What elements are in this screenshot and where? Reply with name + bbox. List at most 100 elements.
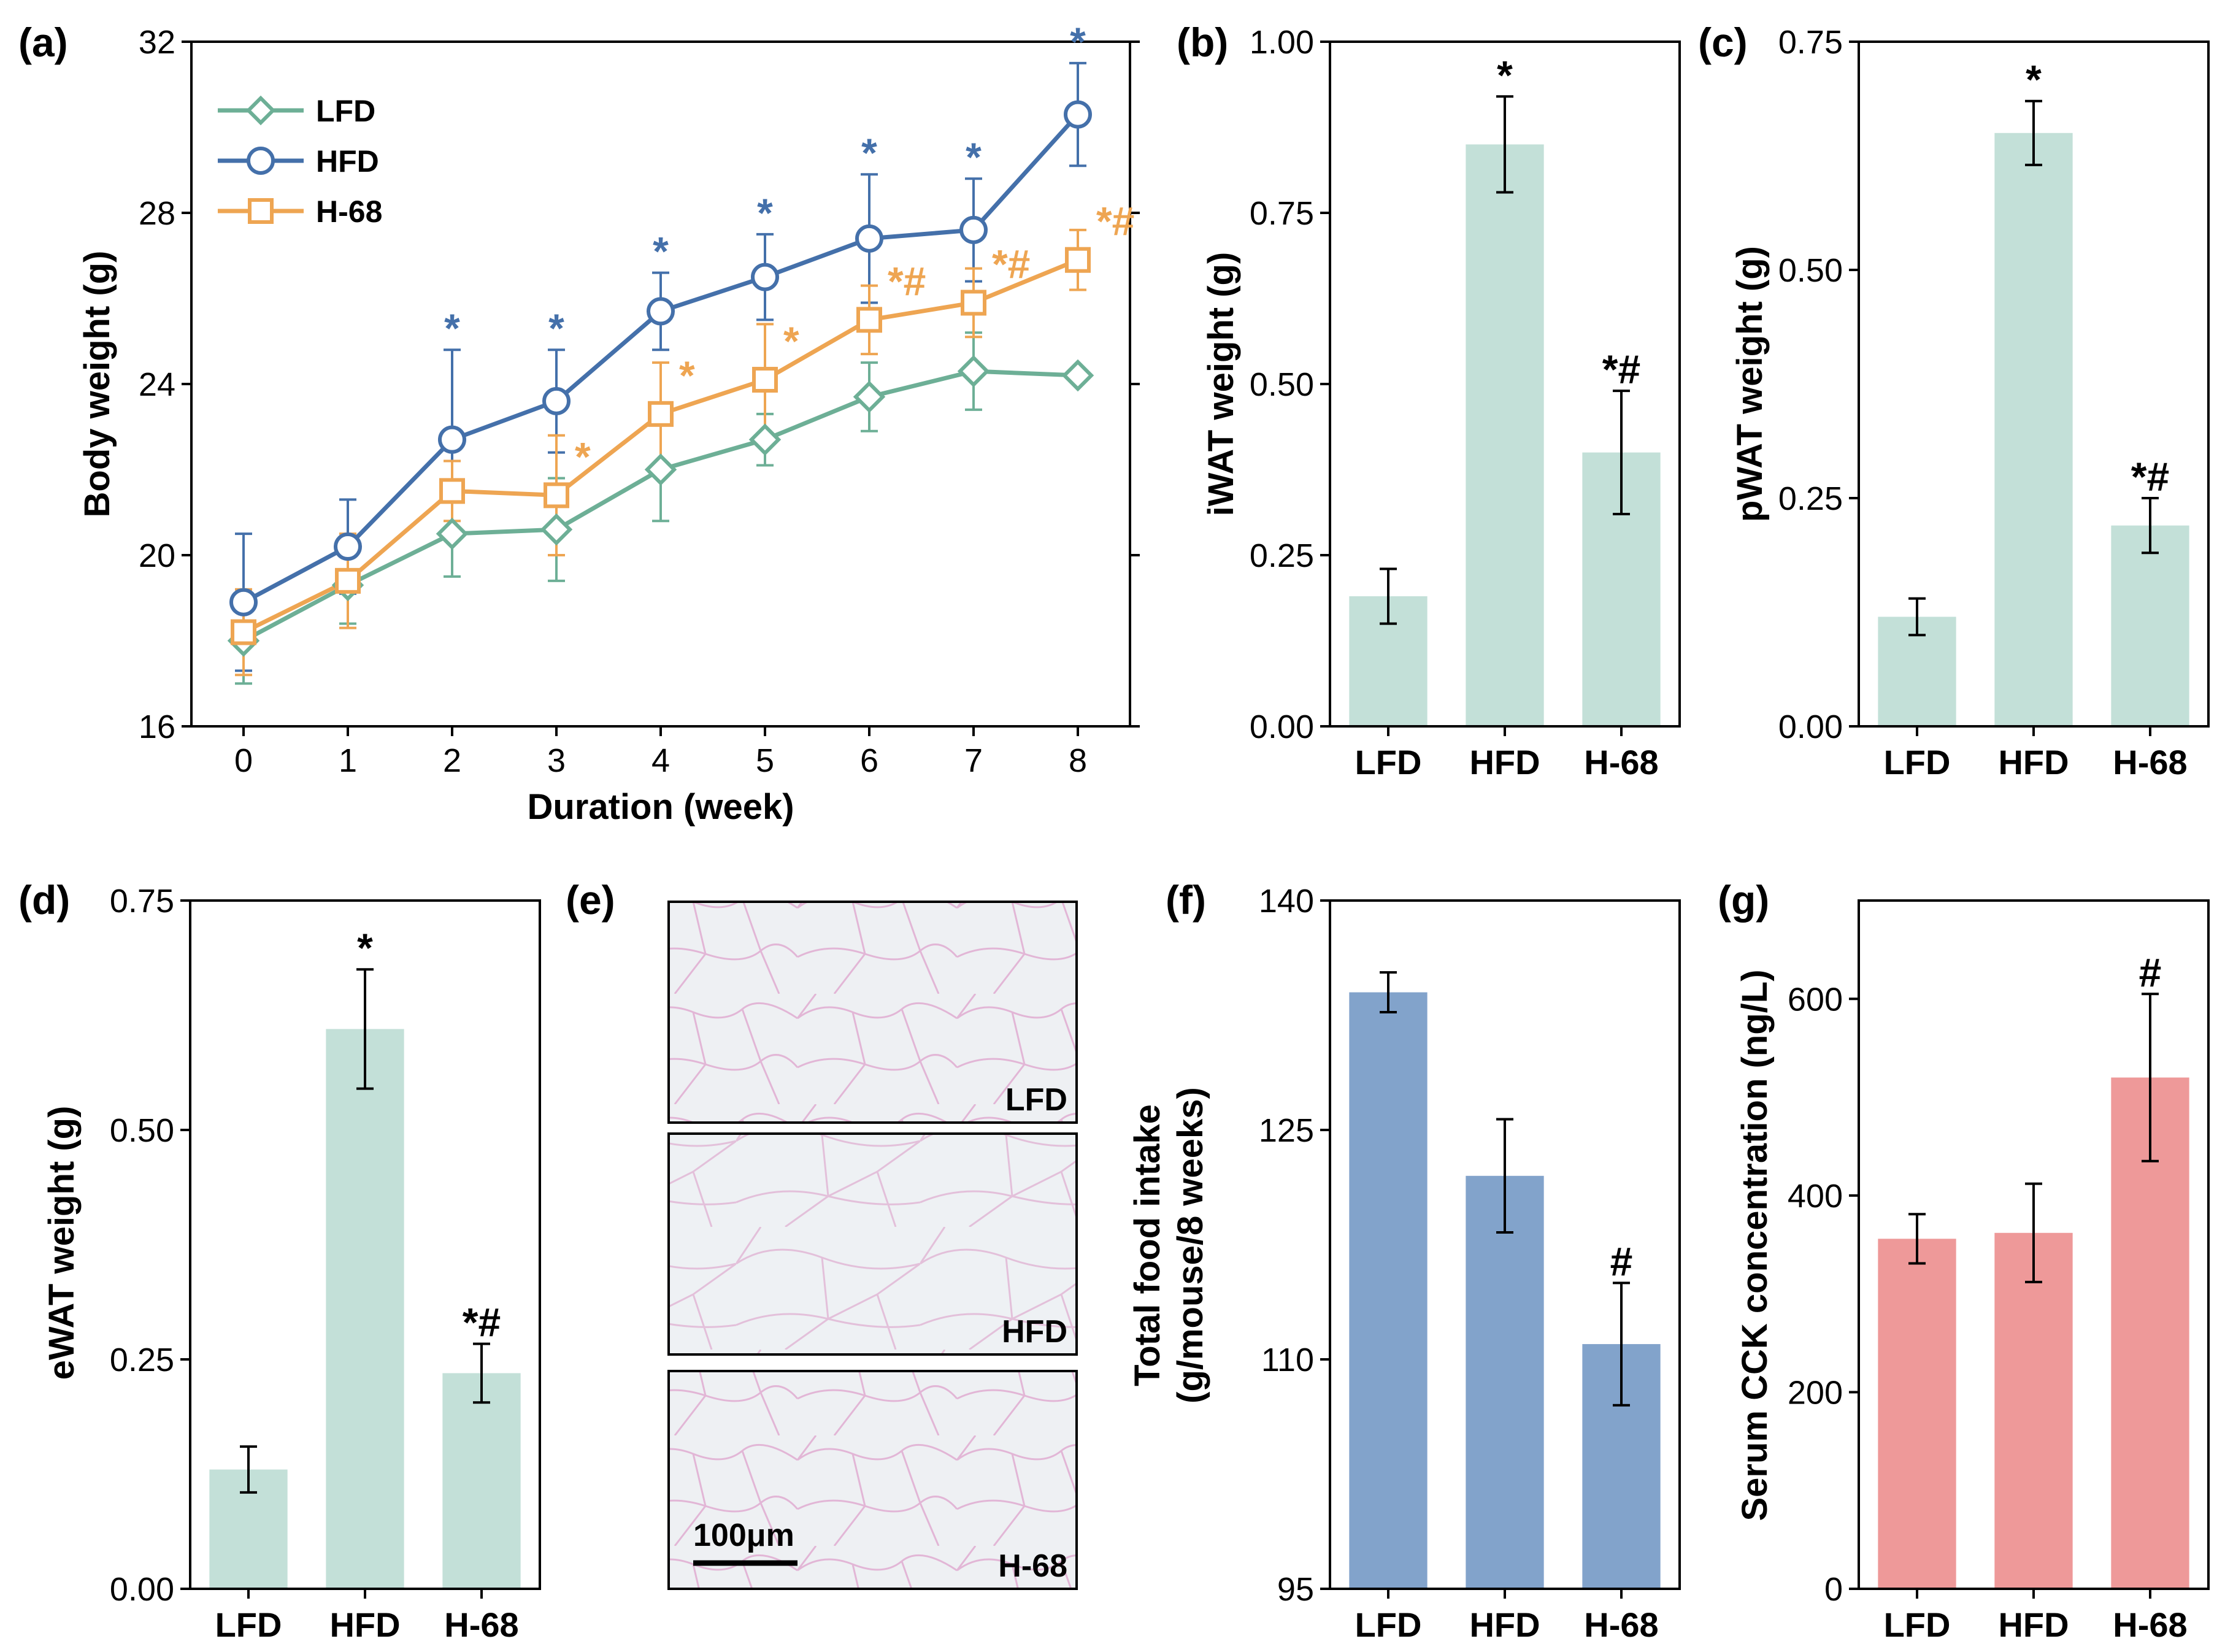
histology-label-hfd: HFD	[1002, 1314, 1067, 1350]
legend-marker-h68	[248, 198, 274, 224]
data-point-hfd	[959, 215, 988, 244]
histology-image-lfd: LFD	[667, 901, 1078, 1124]
panel-f-label: (f)	[1166, 877, 1206, 923]
panel-g-frame	[1858, 899, 2210, 1590]
x-tick-label: 7	[964, 742, 983, 779]
significance-marker-h68: #	[2139, 950, 2162, 995]
x-tick-label: 3	[547, 742, 566, 779]
significance-marker-h68: *	[679, 353, 695, 398]
panel-b-label: (b)	[1177, 20, 1228, 65]
y-tick-label: 0.50	[110, 1112, 174, 1149]
significance-marker-h68: *#	[463, 1300, 501, 1345]
significance-marker-h68: *#	[1096, 199, 1134, 244]
panel-a: (a) 16 20 24 28 32 0 1 2 3 4 5 6 7 8 Duration (week)…	[18, 19, 1140, 827]
x-tick-label: 5	[756, 742, 774, 779]
y-tick-label: 0.25	[1250, 537, 1314, 574]
data-point-h68	[231, 619, 256, 645]
panel-b: (b) iWAT weight (g) 0.00 0.25 0.50 0.75 1.00…	[1177, 20, 1681, 782]
data-point-h68	[961, 290, 986, 316]
panel-c: (c) pWAT weight (g) 0.00 0.25 0.50 0.75 LFD H…	[1698, 20, 2210, 782]
x-tick-label: 2	[443, 742, 461, 779]
panel-f-frame	[1329, 899, 1681, 1590]
y-tick-label: 0.50	[1778, 252, 1843, 289]
legend-marker-lfd	[245, 95, 276, 126]
significance-marker-hfd: *	[2026, 57, 2042, 102]
legend-label-h68: H-68	[316, 194, 382, 229]
data-point-h68	[544, 482, 569, 509]
y-tick-label: 0.00	[1250, 709, 1314, 745]
significance-marker-hfd: *	[1497, 52, 1513, 98]
bar-lfd	[1878, 1239, 1956, 1589]
panel-g-ylabel: Serum CCK concentration (ng/L)	[1735, 969, 1775, 1521]
y-tick-label: 200	[1788, 1374, 1843, 1411]
x-tick-label-lfd: LFD	[215, 1605, 282, 1644]
data-point-hfd	[855, 224, 883, 253]
significance-marker-hfd: *	[357, 925, 373, 970]
data-point-hfd	[438, 425, 466, 454]
panel-f-ylabel: Total food intake	[1128, 1104, 1167, 1386]
legend-label-lfd: LFD	[316, 94, 375, 128]
panel-e-label: (e)	[566, 877, 615, 923]
data-point-h68	[335, 567, 361, 594]
panel-a-label: (a)	[18, 20, 68, 65]
data-point-h68	[439, 478, 465, 504]
x-tick-label-hfd: HFD	[1469, 1605, 1540, 1644]
significance-marker-hfd: *	[548, 305, 564, 351]
panel-c-ylabel: pWAT weight (g)	[1730, 246, 1770, 522]
y-tick-label: 600	[1788, 981, 1843, 1018]
panel-a-legend: LFD HFD H-68	[218, 94, 382, 229]
scale-bar-label: 100μm	[693, 1518, 794, 1553]
data-point-h68	[1065, 247, 1091, 273]
x-tick-label-h68: H-68	[2113, 1605, 2187, 1644]
y-tick-label: 125	[1259, 1112, 1314, 1149]
x-tick-label-h68: H-68	[1584, 1605, 1658, 1644]
x-tick-label: 4	[651, 742, 670, 779]
panel-b-frame	[1329, 40, 1681, 728]
panel-d: (d) eWAT weight (g) 0.00 0.25 0.50 0.75 LFD H…	[18, 877, 541, 1644]
panel-d-ylabel: eWAT weight (g)	[42, 1106, 82, 1380]
significance-marker-h68: *	[783, 318, 799, 364]
panel-f-ylabel2: (g/mouse/8 weeks)	[1170, 1087, 1210, 1404]
data-point-lfd	[1061, 359, 1094, 392]
x-tick-label-h68: H-68	[444, 1605, 518, 1644]
y-tick-label: 95	[1277, 1571, 1314, 1608]
bar-hfd	[1994, 133, 2073, 727]
x-tick-label-lfd: LFD	[1355, 1605, 1422, 1644]
data-point-hfd	[334, 532, 362, 561]
y-tick-label: 28	[139, 195, 175, 232]
data-point-h68	[648, 401, 674, 427]
series-line-hfd	[242, 113, 1080, 604]
panel-c-frame	[1858, 40, 2210, 728]
data-point-lfd	[853, 380, 886, 413]
panel-g: (g) Serum CCK concentration (ng/L) 0 200 4…	[1718, 877, 2210, 1644]
significance-marker-hfd: *	[444, 305, 460, 351]
bar-hfd	[1466, 144, 1544, 726]
data-point-lfd	[957, 355, 990, 388]
y-tick-label: 110	[1261, 1342, 1314, 1378]
bar-hfd	[1466, 1175, 1544, 1589]
significance-marker-hfd: *	[966, 134, 982, 180]
panel-f: (f) Total food intake (g/mouse/8 weeks) …	[1128, 877, 1681, 1644]
x-tick-label-h68: H-68	[1584, 743, 1658, 782]
panel-b-ylabel: iWAT weight (g)	[1201, 252, 1241, 517]
x-tick-label-lfd: LFD	[1884, 743, 1951, 782]
panel-d-label: (d)	[18, 877, 70, 923]
panel-g-label: (g)	[1718, 877, 1769, 923]
histology-image-hfd: HFD	[667, 1132, 1078, 1356]
significance-marker-h68: *	[575, 434, 591, 479]
data-point-h68	[752, 367, 778, 393]
data-point-hfd	[751, 263, 779, 291]
x-tick-label: 6	[860, 742, 878, 779]
data-point-lfd	[644, 453, 677, 486]
panel-d-frame	[189, 899, 541, 1590]
y-tick-label: 0.75	[110, 883, 174, 920]
significance-marker-hfd: *	[653, 229, 669, 274]
bar-h68	[442, 1373, 521, 1589]
data-point-hfd	[542, 386, 571, 415]
y-tick-label: 0.25	[110, 1342, 174, 1378]
histology-label-h68: H-68	[998, 1548, 1067, 1584]
bar-h68	[2111, 1077, 2189, 1589]
x-tick-label-hfd: HFD	[329, 1605, 400, 1644]
significance-marker-hfd: *	[861, 130, 877, 175]
data-point-hfd	[229, 588, 258, 617]
